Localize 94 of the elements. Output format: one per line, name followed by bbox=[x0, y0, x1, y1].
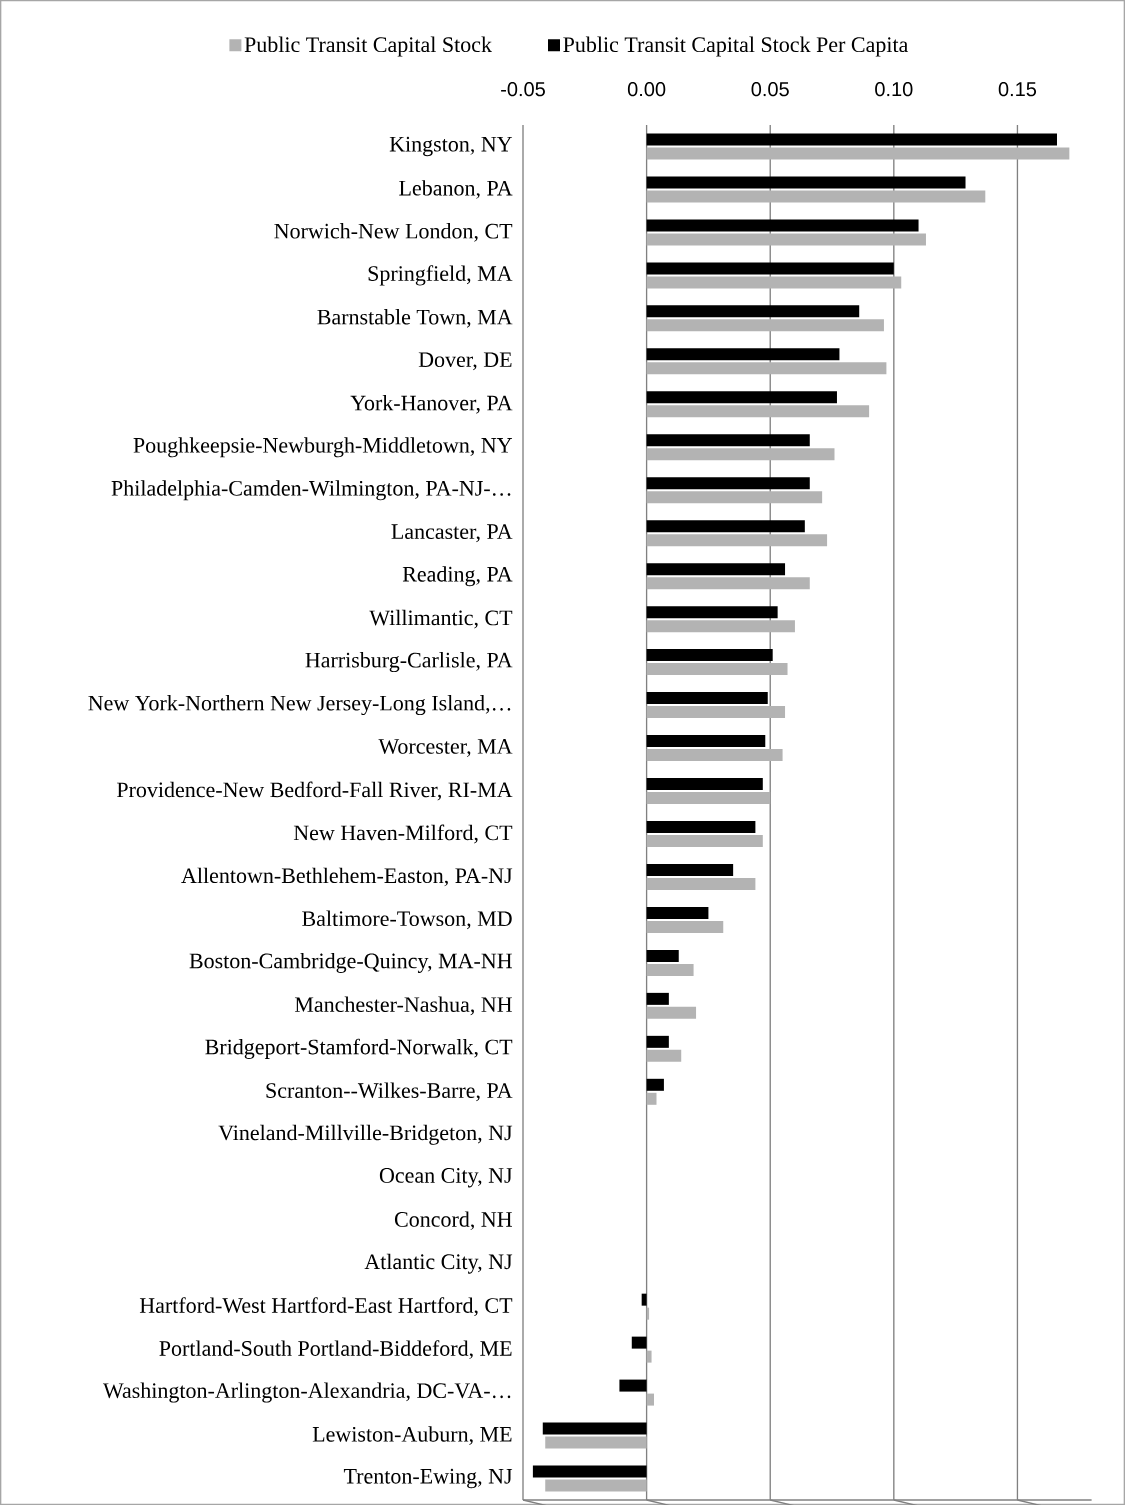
y-tick-label: Barnstable Town, MA bbox=[317, 309, 513, 328]
bar bbox=[619, 1379, 647, 1392]
y-tick-label: York-Hanover, PA bbox=[350, 394, 513, 414]
bar bbox=[646, 749, 783, 762]
bar bbox=[646, 692, 768, 705]
bar bbox=[646, 262, 894, 275]
x-tick-label: 0.15 bbox=[998, 82, 1037, 97]
bar bbox=[646, 563, 786, 576]
bar bbox=[646, 992, 669, 1005]
x-tick-label: 0.00 bbox=[627, 82, 666, 97]
bar bbox=[646, 706, 786, 719]
y-tick-label: Scranton--Wilkes-Barre, PA bbox=[266, 1082, 513, 1102]
y-tick-label: Manchester-Nashua, NH bbox=[294, 996, 512, 1016]
legend-label: Public Transit Capital Stock Per Capita bbox=[563, 36, 909, 57]
y-tick-label: Bridgeport-Stamford-Norwalk, CT bbox=[205, 1038, 513, 1059]
bar bbox=[532, 1465, 647, 1478]
y-tick-label: Boston-Cambridge-Quincy, MA-NH bbox=[189, 952, 512, 973]
y-tick-label: Vineland-Millville-Bridgeton, NJ bbox=[218, 1124, 513, 1145]
bar bbox=[646, 1006, 697, 1019]
bar bbox=[646, 1049, 682, 1062]
bar bbox=[646, 448, 835, 461]
y-tick-label: Providence-New Bedford-Fall River, RI-MA bbox=[116, 781, 513, 801]
bar bbox=[646, 792, 771, 805]
y-tick-label: Kingston, NY bbox=[389, 136, 513, 157]
bar bbox=[646, 1393, 655, 1406]
bar bbox=[646, 348, 840, 361]
y-tick-label: Willimantic, CT bbox=[369, 609, 513, 629]
bar bbox=[646, 834, 763, 847]
bar bbox=[646, 920, 724, 933]
bar bbox=[646, 906, 709, 919]
bar bbox=[646, 735, 766, 748]
bar bbox=[646, 1092, 657, 1105]
y-tick-label: Lancaster, PA bbox=[391, 524, 513, 543]
bar bbox=[646, 477, 810, 490]
y-tick-label: Harrisburg-Carlisle, PA bbox=[305, 652, 513, 673]
bar bbox=[646, 820, 756, 833]
bar bbox=[646, 649, 773, 662]
y-tick-label: Ocean City, NJ bbox=[379, 1168, 513, 1188]
bar bbox=[646, 434, 810, 447]
bar bbox=[646, 405, 870, 418]
bar bbox=[646, 190, 986, 203]
y-tick-label: Poughkeepsie-Newburgh-Middletown, NY bbox=[133, 437, 513, 458]
bar bbox=[646, 577, 810, 590]
bar bbox=[646, 606, 778, 619]
bar bbox=[545, 1436, 647, 1449]
bar bbox=[646, 520, 805, 533]
bar bbox=[545, 1479, 647, 1492]
bar bbox=[542, 1422, 647, 1435]
y-tick-label: Reading, PA bbox=[402, 566, 513, 587]
bar bbox=[646, 305, 860, 318]
bar bbox=[646, 778, 763, 791]
bar bbox=[646, 949, 679, 962]
y-tick-label: Portland-South Portland-Biddeford, ME bbox=[159, 1340, 512, 1360]
bar bbox=[646, 1035, 669, 1048]
bar bbox=[646, 133, 1057, 146]
bar bbox=[646, 491, 823, 504]
x-tick-label: 0.10 bbox=[875, 82, 913, 97]
bar bbox=[646, 391, 837, 404]
bar bbox=[646, 276, 902, 289]
bar bbox=[646, 863, 734, 876]
y-tick-label: Norwich-New London, CT bbox=[274, 223, 513, 242]
y-tick-label: Philadelphia-Camden-Wilmington, PA-NJ-… bbox=[111, 480, 511, 501]
bar bbox=[646, 620, 795, 633]
x-tick-label: 0.05 bbox=[751, 82, 789, 97]
bar bbox=[646, 534, 828, 547]
y-tick-label: Trenton-Ewing, NJ bbox=[343, 1468, 513, 1489]
y-tick-label: Atlantic City, NJ bbox=[364, 1253, 513, 1274]
y-tick-label: Washington-Arlington-Alexandria, DC-VA-… bbox=[102, 1382, 511, 1403]
bar bbox=[646, 176, 966, 189]
bar bbox=[641, 1293, 647, 1306]
bar bbox=[646, 1350, 652, 1363]
y-tick-label: New Haven-Milford, CT bbox=[293, 824, 513, 844]
y-tick-label: Allentown-Bethlehem-Easton, PA-NJ bbox=[181, 867, 513, 887]
y-tick-label: Springfield, MA bbox=[368, 265, 513, 286]
bar bbox=[646, 147, 1070, 160]
bar bbox=[646, 233, 926, 246]
bar bbox=[646, 1078, 664, 1091]
bar bbox=[646, 963, 694, 976]
bar bbox=[646, 219, 919, 232]
x-tick-label: -0.05 bbox=[501, 82, 545, 97]
y-tick-label: Baltimore-Towson, MD bbox=[302, 910, 512, 930]
y-tick-label: Concord, NH bbox=[394, 1211, 512, 1231]
bar bbox=[646, 663, 788, 676]
y-tick-label: Dover, DE bbox=[418, 352, 512, 371]
y-tick-label: Lebanon, PA bbox=[399, 180, 513, 199]
bar bbox=[646, 877, 756, 890]
y-tick-label: New York-Northern New Jersey-Long Island,… bbox=[88, 695, 511, 716]
bar bbox=[631, 1336, 647, 1349]
bar bbox=[646, 362, 887, 375]
legend-label: Public Transit Capital Stock bbox=[244, 36, 492, 57]
y-tick-label: Worcester, MA bbox=[378, 739, 513, 758]
y-tick-label: Hartford-West Hartford-East Hartford, CT bbox=[139, 1297, 513, 1317]
y-tick-label: Lewiston-Auburn, ME bbox=[312, 1426, 512, 1445]
bar bbox=[646, 319, 884, 332]
